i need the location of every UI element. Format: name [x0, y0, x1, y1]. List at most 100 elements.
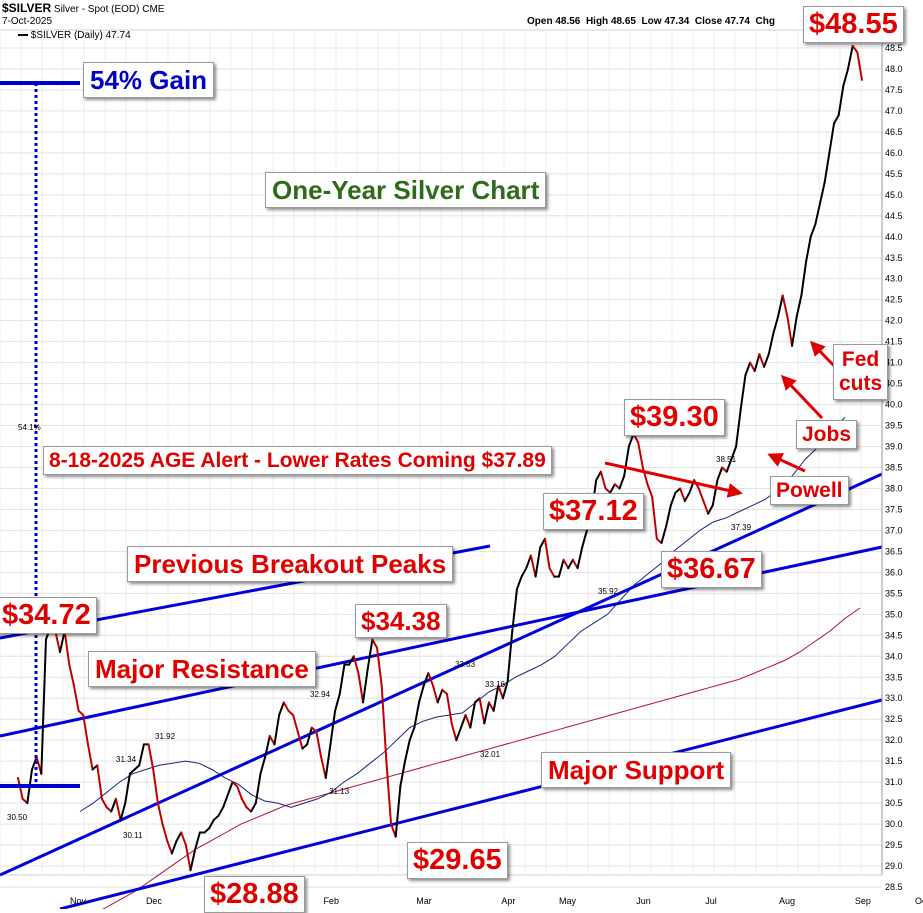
price-segment [501, 680, 509, 700]
powell-label: Powell [770, 476, 849, 505]
price-segment [40, 638, 47, 775]
high-value: 48.65 [610, 16, 636, 27]
price-segment [166, 839, 173, 855]
price-segment [511, 588, 518, 633]
price-segment [408, 726, 416, 742]
price-segment [432, 684, 439, 704]
price-segment [814, 202, 822, 226]
price-segment [567, 558, 574, 570]
y-tick-label: 45.0 [885, 190, 903, 200]
price-label: 31.13 [329, 787, 350, 796]
price-segment [828, 122, 836, 154]
price-segment [138, 743, 145, 767]
price-segment [128, 768, 136, 775]
price-segment [278, 701, 285, 717]
x-axis: NovDec2025FebMarAprMayJunJulAugSepOct [70, 896, 923, 906]
symbol-desc: Silver - Spot (EOD) CME [53, 4, 165, 15]
chart-title: One-Year Silver Chart [265, 172, 547, 208]
price-segment [483, 701, 490, 725]
price-segment [534, 546, 542, 578]
price-segment [413, 701, 421, 729]
annotation-arrow [780, 374, 824, 420]
price-segment [208, 818, 215, 830]
price-segment [264, 734, 271, 758]
price-segment [180, 831, 187, 847]
price-segment [781, 294, 789, 318]
price-segment [492, 684, 500, 712]
price-segment [175, 831, 183, 842]
price-segment [637, 441, 644, 469]
y-tick-label: 37.0 [885, 525, 903, 535]
price-29-65: $29.65 [407, 842, 508, 879]
price-segment [618, 474, 626, 490]
price-segment [54, 630, 61, 654]
price-segment [338, 663, 346, 696]
price-34-38: $34.38 [355, 604, 447, 638]
y-axis: 28.5 29.0 29.5 30.0 30.5 31.0 31.5 32.0 32.5 33.0… [881, 30, 903, 892]
price-segment [100, 797, 108, 809]
price-segment [58, 630, 66, 654]
annotation-arrow [604, 461, 743, 498]
price-label: 31.34 [116, 755, 137, 764]
price-segment [96, 764, 103, 800]
jobs-label: Jobs [796, 420, 858, 449]
gain-percent: 54.1% [18, 423, 41, 432]
y-tick-label: 46.0 [885, 148, 903, 158]
price-segment [114, 797, 122, 821]
y-tick-label: 45.5 [885, 169, 903, 179]
y-tick-label: 36.0 [885, 567, 903, 577]
y-tick-label: 40.5 [885, 379, 903, 389]
price-segment [170, 839, 178, 855]
price-segment [152, 768, 159, 805]
price-48-55: $48.55 [803, 6, 904, 43]
y-tick-label: 39.0 [885, 442, 903, 452]
x-tick-label: Apr [501, 896, 515, 906]
price-segment [236, 785, 243, 800]
major-support-label: Major Support [541, 752, 732, 788]
major-resistance-label: Major Resistance [88, 651, 316, 687]
price-segment [772, 315, 780, 335]
y-tick-label: 41.0 [885, 358, 903, 368]
price-segment [455, 726, 462, 742]
price-segment [497, 684, 504, 700]
price-segment [548, 567, 556, 578]
price-segment [506, 630, 514, 683]
price-label: 30.50 [7, 813, 28, 822]
price-segment [212, 814, 220, 821]
y-tick-label: 40.0 [885, 400, 903, 410]
price-label: 38.51 [716, 455, 737, 464]
price-segment [823, 151, 831, 184]
price-segment [222, 793, 229, 809]
trendline [0, 472, 883, 877]
price-segment [809, 223, 817, 238]
price-segment [520, 567, 528, 578]
price-segment [842, 67, 850, 87]
price-segment [240, 797, 248, 809]
price-segment [296, 730, 304, 750]
y-tick-label: 46.5 [885, 127, 903, 137]
ohlc: Open 48.56 High 48.65 Low 47.34 Close 47… [527, 16, 775, 27]
price-segment [194, 831, 201, 851]
y-tick-label: 31.5 [885, 756, 903, 766]
price-segment [189, 848, 197, 872]
x-tick-label: Nov [70, 896, 87, 906]
price-segment [702, 500, 710, 515]
price-segment [450, 722, 458, 742]
price-segment [749, 361, 756, 373]
y-tick-label: 29.0 [885, 861, 903, 871]
price-segment [310, 726, 318, 733]
open-value: 48.56 [555, 16, 581, 27]
price-segment [697, 487, 705, 503]
y-tick-label: 47.5 [885, 85, 903, 95]
price-segment [72, 684, 80, 712]
x-tick-label: Sep [855, 896, 871, 906]
price-label: 35.92 [598, 587, 619, 596]
price-segment [259, 755, 267, 775]
price-segment [795, 294, 803, 318]
price-segment [418, 684, 425, 704]
legend: $SILVER (Daily) 47.74 [18, 30, 131, 41]
ma-line [79, 416, 846, 812]
price-segment [371, 638, 379, 649]
x-tick-label: May [559, 896, 577, 906]
close-value: 47.74 [724, 16, 750, 27]
